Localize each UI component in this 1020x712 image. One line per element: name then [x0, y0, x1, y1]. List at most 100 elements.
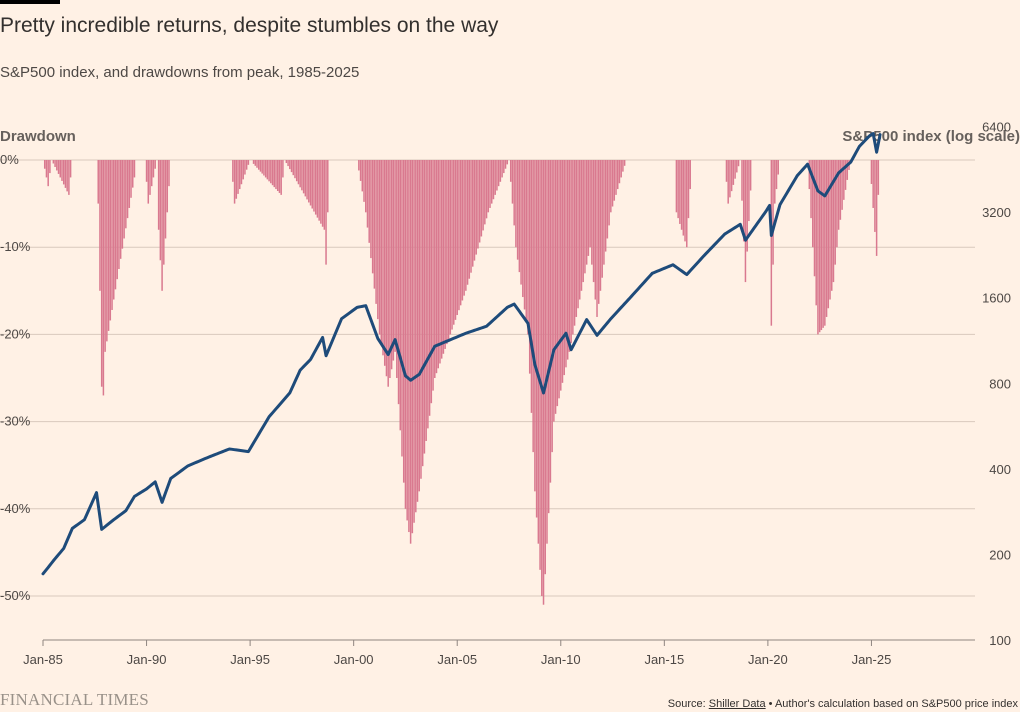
x-tick-label: Jan-25	[852, 652, 892, 667]
x-tick-label: Jan-20	[748, 652, 788, 667]
drawdown-bar	[622, 160, 624, 172]
drawdown-bar	[366, 160, 369, 228]
x-tick-label: Jan-05	[437, 652, 477, 667]
drawdown-bar	[406, 160, 408, 521]
drawdown-bar	[522, 160, 524, 298]
drawdown-bar	[832, 160, 835, 283]
drawdown-bar	[827, 160, 830, 309]
drawdown-bar	[157, 160, 160, 230]
right-tick-label: 3200	[982, 205, 1011, 220]
drawdown-bar	[537, 160, 540, 544]
right-tick-label: 6400	[982, 120, 1011, 135]
drawdown-bar	[877, 160, 880, 195]
drawdown-bar	[427, 160, 429, 429]
drawdown-bar	[836, 160, 838, 248]
drawdown-bar	[492, 160, 495, 200]
left-tick-label: -50%	[0, 588, 31, 603]
drawdown-bar	[501, 160, 503, 178]
drawdown-bar	[404, 160, 407, 509]
drawdown-bar	[604, 160, 607, 252]
drawdown-bar	[257, 160, 260, 170]
drawdown-bar	[378, 160, 381, 335]
drawdown-bar	[64, 160, 67, 188]
drawdown-bar	[273, 160, 276, 188]
drawdown-bar	[382, 160, 384, 356]
drawdown-bar	[494, 160, 496, 195]
drawdown-bar	[104, 160, 106, 352]
left-tick-label: 0%	[0, 152, 19, 167]
drawdown-bar	[270, 160, 272, 184]
drawdown-bar	[568, 160, 571, 352]
drawdown-bar	[561, 160, 564, 383]
drawdown-bar	[748, 160, 750, 222]
drawdown-bar	[741, 160, 743, 201]
tick-labels: 0% -10% -20% -30% -40% -50% 100 200 400 800 1600 32…	[0, 120, 1011, 667]
drawdown-bar	[496, 160, 498, 191]
drawdown-bar	[459, 160, 462, 306]
drawdown-bar	[314, 160, 317, 215]
drawdown-bar	[266, 160, 269, 180]
drawdown-bar	[323, 160, 326, 230]
drawdown-bar	[233, 160, 236, 204]
drawdown-bar	[240, 160, 243, 185]
index-line-layer	[41, 132, 882, 576]
drawdown-bar	[516, 160, 519, 260]
drawdown-bar	[447, 160, 450, 340]
drawdown-bar	[66, 160, 68, 192]
x-tick-label: Jan-90	[127, 652, 167, 667]
drawdown-bar	[566, 160, 569, 360]
drawdown-bar	[444, 160, 446, 349]
drawdown-bar	[509, 160, 512, 182]
drawdown-bar	[541, 160, 543, 596]
drawdown-bar	[311, 160, 313, 209]
drawdown-bar	[737, 160, 740, 167]
source-note: Source: Shiller Data • Author's calculat…	[668, 698, 1018, 710]
drawdown-bar	[539, 160, 541, 570]
drawdown-bar	[515, 160, 517, 248]
drawdown-bar	[837, 160, 840, 230]
drawdown-bar	[100, 160, 103, 387]
drawdown-bar	[130, 160, 132, 198]
drawdown-bar	[150, 160, 153, 187]
drawdown-bar	[473, 160, 476, 261]
drawdown-bar	[375, 160, 377, 304]
drawdown-bar	[572, 160, 574, 335]
drawdown-bar	[822, 160, 824, 328]
drawdown-bar	[817, 160, 819, 335]
drawdown-bar	[736, 160, 738, 173]
drawdown-bar	[535, 160, 538, 518]
drawdown-bar	[290, 160, 293, 173]
drawdown-bar	[106, 160, 108, 342]
right-tick-label: 100	[989, 633, 1011, 648]
drawdown-bar	[163, 160, 165, 265]
drawdown-bar	[368, 160, 370, 243]
drawdown-bar	[52, 160, 55, 164]
drawdown-bar	[677, 160, 679, 219]
drawdown-bar	[306, 160, 308, 200]
source-link[interactable]: Shiller Data	[708, 698, 766, 710]
drawdown-bar	[361, 160, 364, 192]
axes	[42, 639, 975, 646]
drawdown-bar	[824, 160, 826, 326]
drawdown-bar	[499, 160, 502, 182]
drawdown-bar	[592, 160, 595, 283]
drawdown-bar	[437, 160, 439, 369]
drawdown-bar	[727, 160, 729, 204]
drawdown-bar	[513, 160, 515, 226]
drawdown-bar	[99, 160, 101, 291]
drawdown-bar	[523, 160, 526, 310]
drawdown-bar	[301, 160, 303, 191]
drawdown-bar	[128, 160, 131, 208]
drawdown-bar	[416, 160, 419, 502]
drawdown-bar	[532, 160, 534, 453]
x-tick-label: Jan-00	[334, 652, 374, 667]
drawdown-bar	[577, 160, 579, 309]
drawdown-bar	[57, 160, 60, 174]
drawdown-bar	[256, 160, 258, 168]
drawdown-bar	[259, 160, 262, 172]
drawdown-bar	[579, 160, 581, 300]
x-tick-label: Jan-95	[230, 652, 270, 667]
drawdown-bar	[775, 160, 778, 190]
drawdown-bar	[742, 160, 745, 242]
drawdown-bar	[603, 160, 605, 265]
